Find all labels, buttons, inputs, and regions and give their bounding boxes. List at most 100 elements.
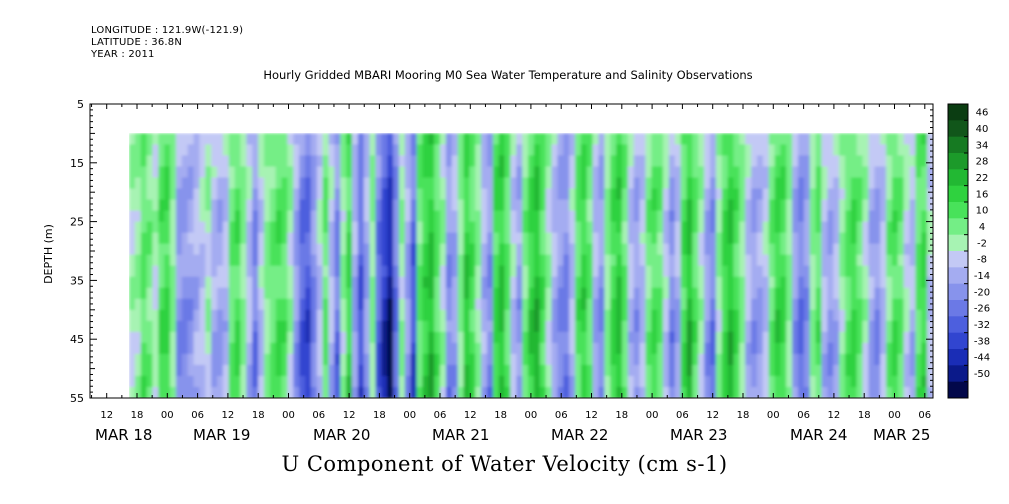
heatmap-cell [915,386,922,398]
heatmap-cell [651,210,658,223]
heatmap-cell [651,375,658,388]
heatmap-cell [844,364,852,377]
heatmap-cell [481,177,488,190]
heatmap-cell [868,287,875,300]
heatmap-cell [815,166,823,179]
heatmap-cell [258,221,265,234]
heatmap-cell [269,320,277,333]
heatmap-cell [404,276,412,289]
heatmap-cell [269,243,277,256]
heatmap-cell [868,188,875,201]
heatmap-cell [240,177,247,190]
heatmap-cell [146,166,154,179]
heatmap-cell [768,375,776,388]
heatmap-cell [363,386,371,398]
heatmap-cell [563,276,570,289]
heatmap-cell [258,177,265,190]
heatmap-cell [604,133,611,146]
heatmap-cell [745,155,752,168]
heatmap-cell [709,188,717,201]
heatmap-cell [504,199,512,212]
heatmap-cell [393,210,400,223]
heatmap-cell [263,287,271,300]
heatmap-cell [645,155,652,168]
heatmap-cell [393,188,400,201]
heatmap-cell [375,364,382,377]
colorbar-swatch [948,136,968,154]
heatmap-cell [798,386,805,398]
heatmap-cell [140,364,148,377]
heatmap-cell [586,254,594,267]
heatmap-cell [369,276,377,289]
heatmap-cell [498,199,506,212]
heatmap-cell [909,166,916,179]
heatmap-cell [199,243,206,256]
heatmap-cell [874,265,881,278]
heatmap-cell [252,199,259,212]
heatmap-cell [387,342,394,355]
heatmap-cell [827,386,834,398]
heatmap-cell [909,188,916,201]
heatmap-cell [422,155,429,168]
heatmap-cell [352,232,359,245]
heatmap-cell [680,276,688,289]
heatmap-cell [363,309,371,322]
heatmap-cell [181,364,189,377]
heatmap-cell [322,386,330,398]
heatmap-cell [252,254,259,267]
heatmap-cell [146,177,154,190]
heatmap-cell [217,232,224,245]
heatmap-cell [903,166,911,179]
heatmap-cell [504,221,512,234]
heatmap-cell [610,276,617,289]
heatmap-cell [375,177,382,190]
heatmap-cell [158,320,165,333]
heatmap-cell [915,221,922,234]
heatmap-cell [381,166,388,179]
heatmap-cell [721,364,729,377]
heatmap-cell [686,342,693,355]
heatmap-cell [428,386,435,398]
heatmap-cell [158,309,165,322]
heatmap-cell [486,320,494,333]
heatmap-cell [604,331,611,344]
heatmap-cell [809,254,817,267]
heatmap-cell [129,320,136,333]
heatmap-cell [563,133,570,146]
heatmap-cell [621,265,629,278]
heatmap-cell [633,276,641,289]
heatmap-cell [299,188,306,201]
heatmap-cell [310,254,318,267]
heatmap-cell [709,221,717,234]
heatmap-cell [322,188,330,201]
heatmap-cell [610,309,617,322]
heatmap-cell [868,133,875,146]
heatmap-cell [222,287,230,300]
heatmap-cell [240,342,247,355]
heatmap-cell [903,265,911,278]
heatmap-cell [539,375,547,388]
heatmap-cell [598,386,605,398]
heatmap-cell [539,342,547,355]
x-hour-tick-label: 12 [706,410,719,421]
heatmap-cell [404,287,412,300]
heatmap-cell [780,166,787,179]
heatmap-cell [533,199,541,212]
heatmap-cell [839,199,846,212]
heatmap-cell [698,243,705,256]
heatmap-cell [733,287,740,300]
heatmap-cell [528,331,535,344]
heatmap-cell [891,353,899,366]
heatmap-cell [575,232,582,245]
heatmap-cell [850,254,858,267]
heatmap-cell [346,254,353,267]
heatmap-cell [451,254,459,267]
heatmap-cell [334,375,341,388]
heatmap-cell [428,199,435,212]
heatmap-cell [663,309,670,322]
heatmap-cell [457,221,465,234]
heatmap-cell [798,342,805,355]
heatmap-cell [475,155,482,168]
heatmap-cell [657,386,664,398]
heatmap-cell [528,386,535,398]
